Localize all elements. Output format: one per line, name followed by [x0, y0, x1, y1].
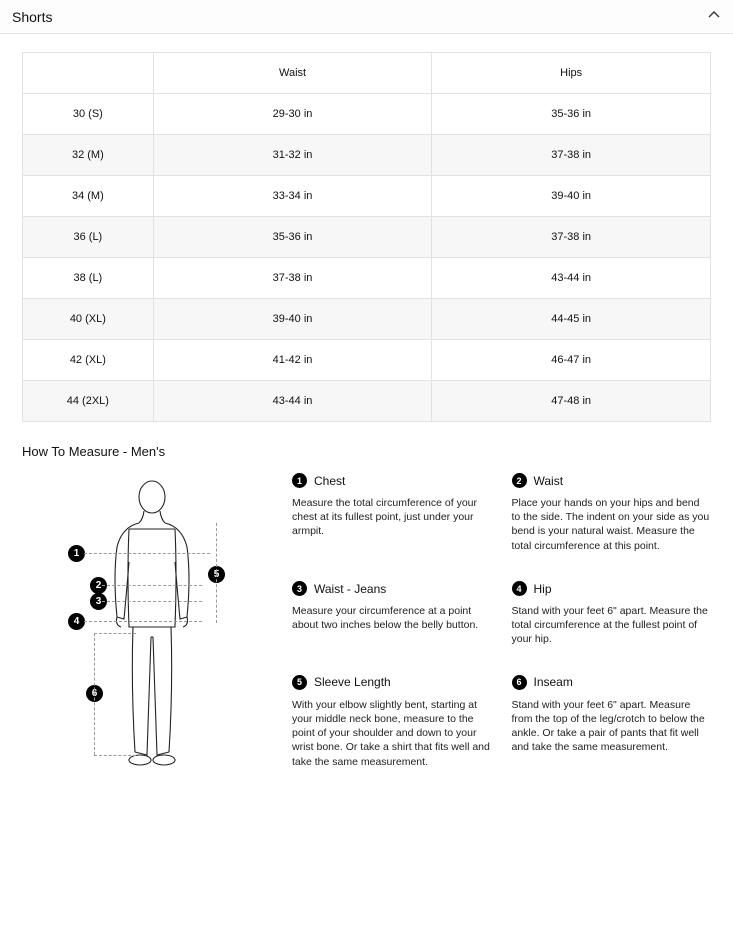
- table-cell: 33-34 in: [153, 176, 432, 217]
- number-bullet: 3: [292, 581, 307, 596]
- table-cell: 35-36 in: [432, 94, 711, 135]
- body-figure: 1 2 3 4 5 6: [22, 473, 282, 777]
- instruction-label: Hip: [534, 582, 552, 596]
- instruction-block: 3 Waist - Jeans Measure your circumference…: [292, 581, 492, 655]
- accordion-title: Shorts: [12, 9, 52, 25]
- table-cell: 29-30 in: [153, 94, 432, 135]
- instruction-text: Measure your circumference at a point ab…: [292, 604, 492, 632]
- number-bullet: 4: [512, 581, 527, 596]
- table-cell: 42 (XL): [23, 340, 154, 381]
- instruction-block: 5 Sleeve Length With your elbow slightly b…: [292, 675, 492, 777]
- how-to-measure-heading: How To Measure - Men's: [22, 444, 711, 459]
- instruction-label: Waist: [534, 474, 564, 488]
- instruction-block: 2 Waist Place your hands on your hips and …: [512, 473, 712, 561]
- table-cell: 36 (L): [23, 217, 154, 258]
- table-cell: 44 (2XL): [23, 381, 154, 422]
- instruction-title: 4 Hip: [512, 581, 712, 596]
- figure-marker: 1: [68, 545, 85, 562]
- instruction-block: 1 Chest Measure the total circumference of…: [292, 473, 492, 561]
- col-header: Waist: [153, 53, 432, 94]
- instruction-block: 4 Hip Stand with your feet 6" apart. Measu…: [512, 581, 712, 655]
- instruction-label: Inseam: [534, 675, 573, 689]
- table-cell: 31-32 in: [153, 135, 432, 176]
- accordion-header[interactable]: Shorts: [0, 0, 733, 34]
- table-row: 32 (M)31-32 in37-38 in: [23, 135, 711, 176]
- table-cell: 37-38 in: [153, 258, 432, 299]
- table-cell: 46-47 in: [432, 340, 711, 381]
- instruction-block: 6 Inseam Stand with your feet 6" apart. Me…: [512, 675, 712, 777]
- table-cell: 39-40 in: [153, 299, 432, 340]
- table-cell: 32 (M): [23, 135, 154, 176]
- table-cell: 43-44 in: [432, 258, 711, 299]
- table-row: 38 (L)37-38 in43-44 in: [23, 258, 711, 299]
- table-row: 42 (XL)41-42 in46-47 in: [23, 340, 711, 381]
- number-bullet: 5: [292, 675, 307, 690]
- table-cell: 37-38 in: [432, 135, 711, 176]
- body-outline-icon: [77, 477, 227, 777]
- instruction-text: Measure the total circumference of your …: [292, 496, 492, 539]
- table-cell: 44-45 in: [432, 299, 711, 340]
- table-row: 36 (L)35-36 in37-38 in: [23, 217, 711, 258]
- measure-guide: 1 2 3 4 5 6 1 Chest Measure the total circ…: [22, 473, 711, 777]
- instruction-text: Place your hands on your hips and bend t…: [512, 496, 712, 553]
- instruction-label: Chest: [314, 474, 345, 488]
- instruction-text: Stand with your feet 6" apart. Measure t…: [512, 604, 712, 647]
- table-row: 40 (XL)39-40 in44-45 in: [23, 299, 711, 340]
- instruction-title: 2 Waist: [512, 473, 712, 488]
- table-cell: 43-44 in: [153, 381, 432, 422]
- figure-marker: 4: [68, 613, 85, 630]
- table-cell: 41-42 in: [153, 340, 432, 381]
- col-header: Hips: [432, 53, 711, 94]
- table-cell: 39-40 in: [432, 176, 711, 217]
- table-cell: 40 (XL): [23, 299, 154, 340]
- instruction-text: With your elbow slightly bent, starting …: [292, 698, 492, 769]
- table-cell: 35-36 in: [153, 217, 432, 258]
- table-cell: 34 (M): [23, 176, 154, 217]
- table-cell: 47-48 in: [432, 381, 711, 422]
- instruction-title: 5 Sleeve Length: [292, 675, 492, 690]
- instruction-title: 1 Chest: [292, 473, 492, 488]
- instruction-text: Stand with your feet 6" apart. Measure f…: [512, 698, 712, 755]
- instruction-label: Sleeve Length: [314, 675, 391, 689]
- table-header-row: Waist Hips: [23, 53, 711, 94]
- instruction-label: Waist - Jeans: [314, 582, 386, 596]
- number-bullet: 6: [512, 675, 527, 690]
- table-row: 34 (M)33-34 in39-40 in: [23, 176, 711, 217]
- instruction-title: 6 Inseam: [512, 675, 712, 690]
- chevron-up-icon: [707, 8, 721, 25]
- table-cell: 37-38 in: [432, 217, 711, 258]
- instruction-title: 3 Waist - Jeans: [292, 581, 492, 596]
- content-panel: Waist Hips 30 (S)29-30 in35-36 in32 (M)3…: [0, 34, 733, 807]
- instruction-grid: 1 Chest Measure the total circumference of…: [292, 473, 711, 777]
- number-bullet: 1: [292, 473, 307, 488]
- table-cell: 38 (L): [23, 258, 154, 299]
- table-row: 30 (S)29-30 in35-36 in: [23, 94, 711, 135]
- col-header: [23, 53, 154, 94]
- size-table: Waist Hips 30 (S)29-30 in35-36 in32 (M)3…: [22, 52, 711, 422]
- table-cell: 30 (S): [23, 94, 154, 135]
- table-row: 44 (2XL)43-44 in47-48 in: [23, 381, 711, 422]
- number-bullet: 2: [512, 473, 527, 488]
